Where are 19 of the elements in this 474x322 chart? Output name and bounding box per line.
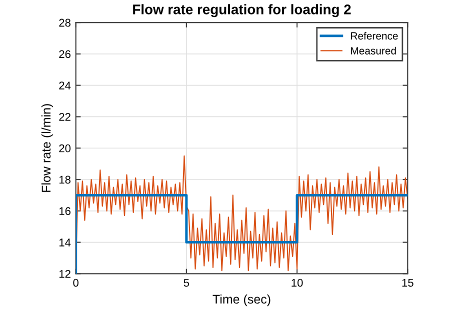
- x-tick-label: 0: [73, 278, 78, 287]
- legend-label: Reference: [351, 32, 398, 40]
- x-tick-label: 15: [402, 278, 414, 287]
- x-tick-label: 5: [184, 278, 190, 287]
- y-tick-label: 18: [59, 176, 70, 184]
- chart-title: Flow rate regulation for loading 2: [133, 4, 351, 18]
- y-tick-label: 20: [59, 144, 71, 152]
- y-axis-title: Flow rate (l/min): [41, 104, 54, 192]
- y-tick-label: 24: [59, 82, 71, 90]
- y-tick-label: 22: [59, 112, 70, 121]
- y-tick-label: 14: [59, 238, 71, 246]
- legend-label: Measured: [351, 46, 396, 54]
- y-tick-label: 12: [59, 270, 70, 278]
- x-axis-title: Time (sec): [212, 294, 270, 306]
- y-tick-label: 28: [59, 18, 70, 27]
- y-tick-label: 16: [59, 207, 70, 216]
- line-series: [76, 155, 408, 272]
- y-tick-label: 26: [59, 50, 70, 58]
- x-tick-label: 10: [292, 278, 303, 287]
